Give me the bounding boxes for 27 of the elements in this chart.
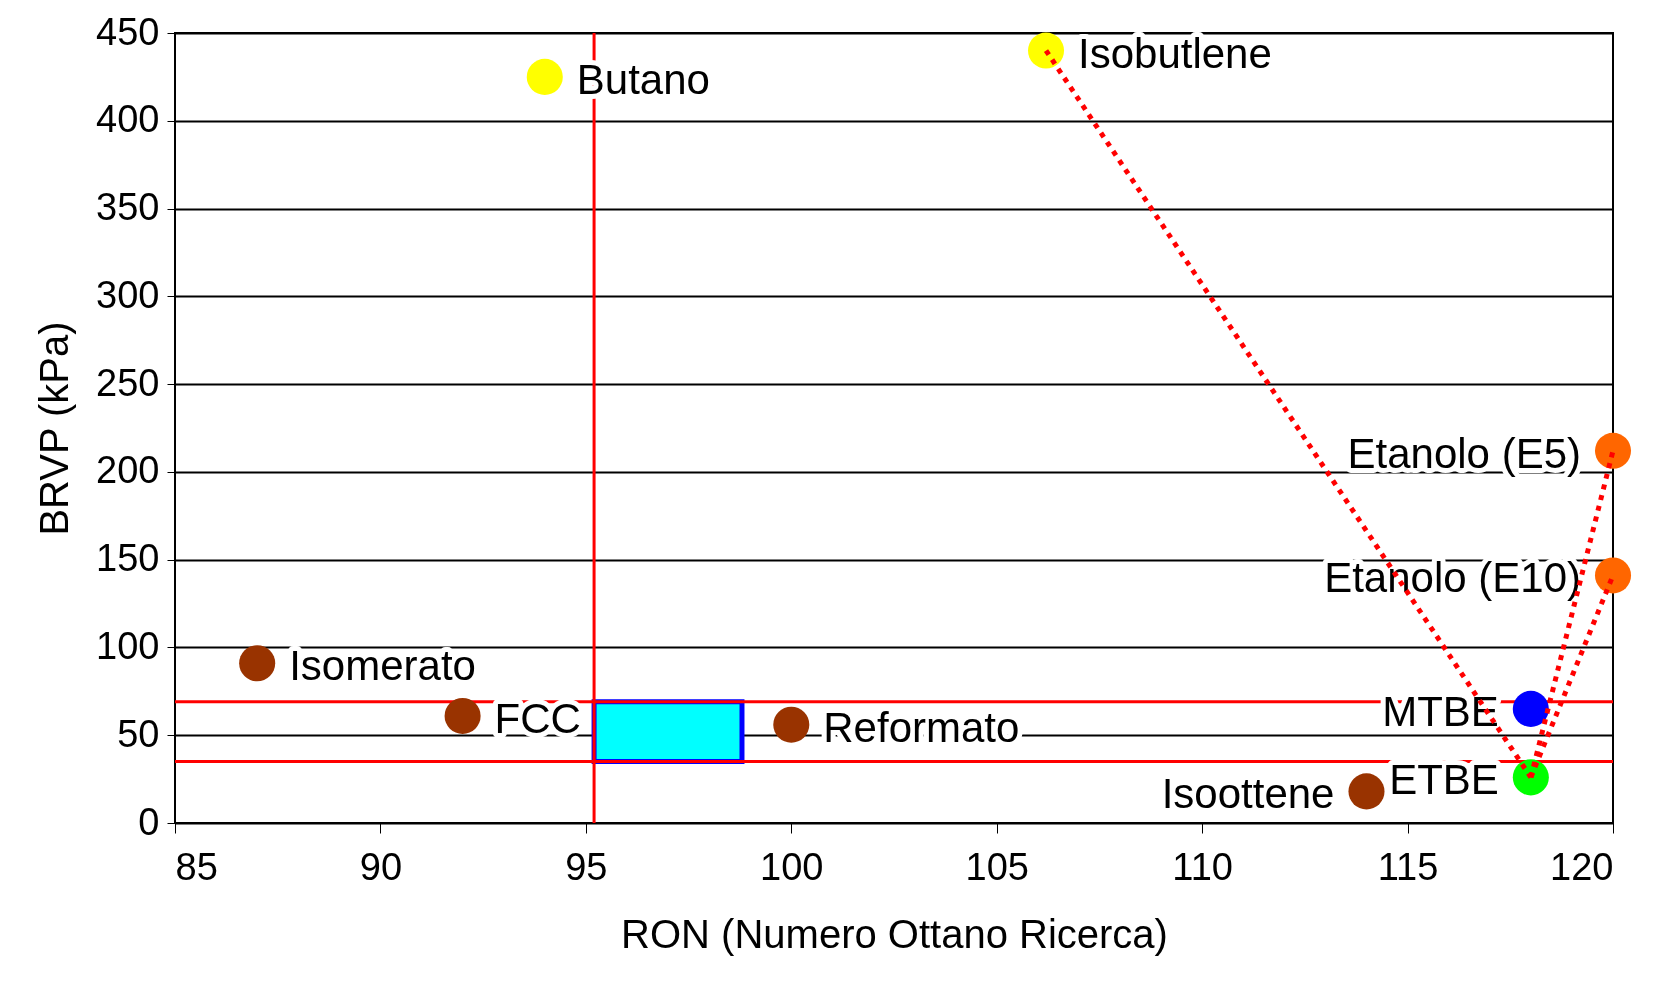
y-tick-label: 50 bbox=[117, 712, 160, 755]
x-tick-label: 85 bbox=[175, 845, 218, 888]
y-tick-label: 350 bbox=[96, 186, 160, 229]
x-tick-label: 90 bbox=[359, 845, 403, 888]
x-tick-label: 95 bbox=[565, 845, 608, 888]
y-tick-label: 200 bbox=[96, 449, 160, 492]
series-label: ETBE bbox=[1389, 756, 1499, 804]
x-tick-label: 100 bbox=[760, 845, 824, 888]
y-tick-label: 150 bbox=[96, 537, 160, 580]
series-label: Etanolo (E10) bbox=[1324, 554, 1581, 602]
x-tick-label: 120 bbox=[1550, 845, 1614, 888]
x-tick-label: 105 bbox=[965, 845, 1029, 888]
x-tick-label: 110 bbox=[1172, 845, 1233, 888]
y-tick-label: 100 bbox=[96, 624, 160, 667]
y-tick-label: 400 bbox=[96, 98, 160, 141]
x-axis-title: RON (Numero Ottano Ricerca) bbox=[621, 911, 1168, 956]
series-label: Isomerato bbox=[289, 642, 476, 690]
series-label: Etanolo (E5) bbox=[1347, 429, 1581, 477]
y-tick-label: 450 bbox=[96, 10, 160, 53]
series-label: Isoottene bbox=[1161, 770, 1335, 818]
y-tick-label: 300 bbox=[96, 273, 160, 316]
x-tick-label: 115 bbox=[1377, 845, 1439, 888]
y-axis-title: BRVP (kPa) bbox=[32, 321, 77, 536]
y-tick-label: 250 bbox=[96, 361, 160, 404]
series-label: FCC bbox=[494, 694, 581, 742]
series-label: Isobutlene bbox=[1078, 29, 1272, 77]
y-tick-label: 0 bbox=[138, 800, 160, 843]
